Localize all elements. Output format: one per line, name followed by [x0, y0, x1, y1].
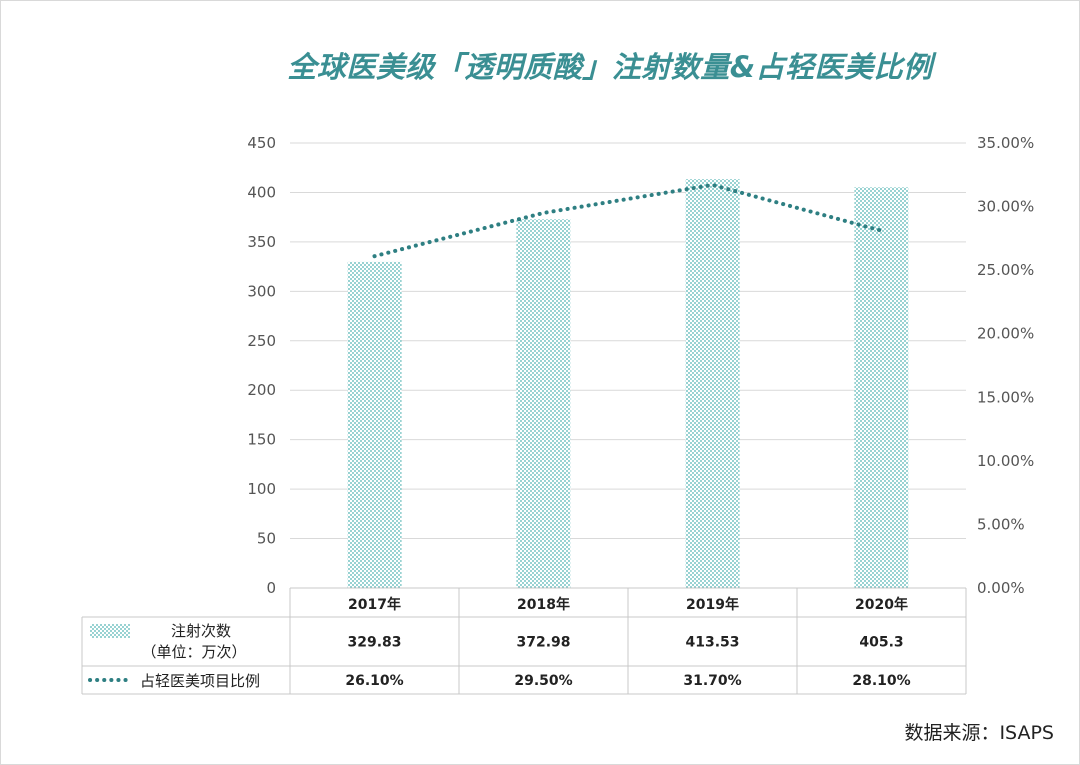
category-label: 2018年 — [517, 596, 570, 613]
bar-legend-label: 注射次数 — [171, 622, 231, 640]
bar-value-label: 329.83 — [347, 635, 401, 651]
y-left-tick: 450 — [247, 134, 276, 152]
line-value-label: 26.10% — [345, 673, 403, 689]
bar — [685, 179, 740, 589]
y-left-tick: 0 — [266, 579, 276, 597]
y-right-tick: 25.00% — [977, 261, 1034, 279]
data-table: 2017年 329.83 26.10% 2018年 372.98 29.50% 2019年 4… — [81, 587, 967, 695]
bar-value-label: 413.53 — [685, 635, 739, 651]
y-axis-left: 0 50 100 150 200 250 300 350 400 450 — [247, 134, 276, 597]
line-value-label: 29.50% — [514, 673, 572, 689]
y-left-tick: 100 — [247, 480, 276, 498]
y-left-tick: 400 — [247, 183, 276, 201]
line-value-label: 28.10% — [852, 673, 910, 689]
chart-title: 全球医美级「透明质酸」注射数量&占轻医美比例 — [287, 50, 933, 84]
ratio-line — [372, 182, 884, 259]
y-left-tick: 350 — [247, 233, 276, 251]
bar — [854, 187, 909, 588]
line-legend-label: 占轻医美项目比例 — [140, 672, 260, 690]
bar — [516, 219, 571, 588]
bar-legend-swatch — [90, 624, 130, 638]
bar — [347, 261, 402, 588]
bar-legend-unit: （单位：万次） — [141, 643, 246, 661]
bar-value-label: 405.3 — [859, 635, 903, 651]
line-value-label: 31.70% — [683, 673, 741, 689]
y-right-tick: 0.00% — [977, 579, 1025, 597]
y-left-tick: 300 — [247, 282, 276, 300]
y-right-tick: 5.00% — [977, 515, 1025, 533]
y-right-tick: 20.00% — [977, 325, 1034, 343]
y-right-tick: 35.00% — [977, 134, 1034, 152]
y-axis-right: 0.00% 5.00% 10.00% 15.00% 20.00% 25.00% 30.00%… — [977, 134, 1034, 597]
category-label: 2017年 — [348, 596, 401, 613]
category-label: 2019年 — [686, 596, 739, 613]
source-note: 数据来源：ISAPS — [904, 722, 1054, 744]
y-left-tick: 150 — [247, 431, 276, 449]
y-left-tick: 50 — [257, 530, 276, 548]
y-left-tick: 200 — [247, 381, 276, 399]
bar-value-label: 372.98 — [516, 635, 570, 651]
y-right-tick: 10.00% — [977, 452, 1034, 470]
y-right-tick: 30.00% — [977, 198, 1034, 216]
y-right-tick: 15.00% — [977, 388, 1034, 406]
y-left-tick: 250 — [247, 332, 276, 350]
line-series — [372, 182, 884, 259]
bar-series — [347, 179, 909, 589]
category-label: 2020年 — [855, 596, 908, 613]
